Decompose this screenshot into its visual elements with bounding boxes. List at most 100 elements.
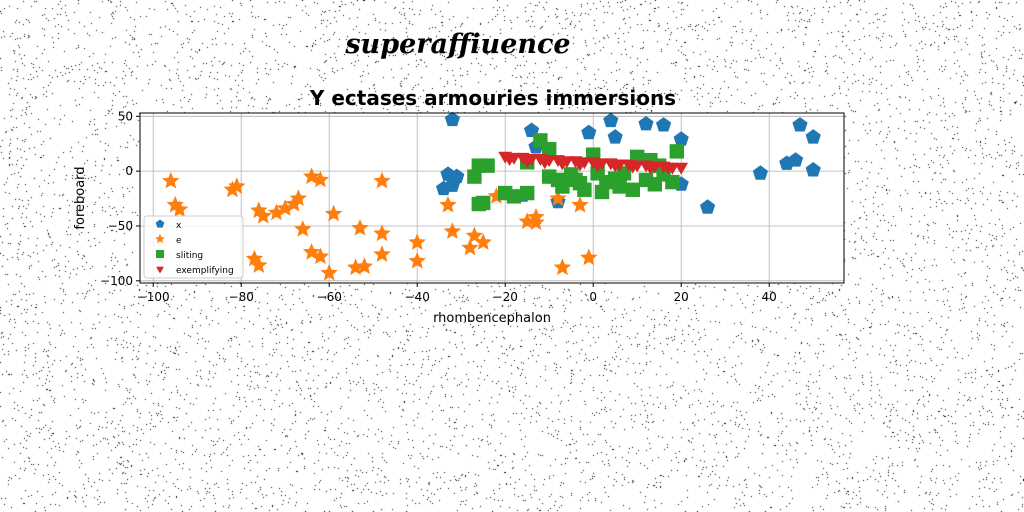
point-e xyxy=(311,247,330,265)
point-x xyxy=(603,112,619,128)
point-x xyxy=(638,116,654,131)
x-tick-label: 20 xyxy=(674,290,689,304)
legend-label-exemplifying: exemplifying xyxy=(176,266,234,276)
point-e xyxy=(373,245,391,262)
y-tick-label: −50 xyxy=(108,219,133,233)
x-tick-label: −40 xyxy=(405,290,430,304)
point-e xyxy=(518,212,536,229)
point-x xyxy=(673,131,689,146)
point-e xyxy=(580,248,598,266)
point-x xyxy=(444,111,460,127)
x-axis-label: rhombencephalon xyxy=(433,311,551,326)
point-sliting xyxy=(480,158,495,173)
point-e xyxy=(267,203,286,221)
point-e xyxy=(254,206,272,224)
point-e xyxy=(443,222,462,239)
point-e xyxy=(289,189,308,206)
point-sliting xyxy=(577,182,592,197)
chart-title: Y ectases armouries immersions xyxy=(309,86,676,110)
y-tick-label: 0 xyxy=(125,164,133,178)
point-exemplifying xyxy=(502,154,517,166)
legend-box xyxy=(143,215,244,279)
point-e xyxy=(311,170,330,188)
x-tick-label: −20 xyxy=(493,290,518,304)
point-e xyxy=(461,238,479,256)
point-exemplifying xyxy=(643,162,658,175)
legend-marker-sliting xyxy=(155,249,165,259)
point-e xyxy=(294,220,312,237)
plot-frame xyxy=(139,112,845,284)
point-sliting xyxy=(476,195,491,211)
point-e xyxy=(228,177,246,194)
point-sliting xyxy=(520,185,535,201)
data-marks xyxy=(162,111,821,281)
point-exemplifying xyxy=(674,162,689,175)
point-e xyxy=(571,195,589,213)
point-sliting xyxy=(669,144,684,159)
point-e xyxy=(320,263,338,281)
point-sliting xyxy=(506,189,522,204)
point-exemplifying xyxy=(520,156,535,169)
figure-suptitle: superaffiuence xyxy=(344,29,570,60)
point-sliting xyxy=(542,141,557,157)
legend-label-sliting: sliting xyxy=(176,251,203,261)
point-e xyxy=(553,258,572,276)
legend-marker-x xyxy=(155,219,165,228)
point-x xyxy=(700,199,716,214)
point-x xyxy=(656,117,672,132)
point-sliting xyxy=(665,174,680,190)
y-tick-label: −100 xyxy=(100,274,133,288)
point-exemplifying xyxy=(555,158,570,171)
legend-marker-exemplifying xyxy=(156,266,164,274)
point-exemplifying xyxy=(661,162,675,175)
point-exemplifying xyxy=(537,157,552,170)
point-e xyxy=(373,224,391,242)
point-sliting xyxy=(625,182,640,197)
point-x xyxy=(805,129,821,144)
point-x xyxy=(581,124,597,140)
point-x xyxy=(805,162,821,177)
point-e xyxy=(549,189,567,206)
point-exemplifying xyxy=(608,160,623,173)
legend-label-x: x xyxy=(176,221,182,231)
point-sliting xyxy=(612,179,627,194)
point-x xyxy=(792,117,808,132)
point-exemplifying xyxy=(625,161,640,174)
x-axis-ticks: −100 −80 −60 −40 −20 0 20 40 xyxy=(137,283,777,304)
legend: xe sliting exemplifying xyxy=(143,215,244,279)
point-e xyxy=(408,251,426,269)
y-axis-ticks: 50 0 −50 −100 xyxy=(100,109,140,288)
point-e xyxy=(276,199,294,216)
x-tick-label: 40 xyxy=(762,290,777,304)
point-e xyxy=(474,233,492,250)
point-x xyxy=(607,129,623,144)
point-e xyxy=(439,195,457,213)
point-e xyxy=(223,180,242,198)
point-e xyxy=(355,257,374,274)
y-axis-label: foreboard xyxy=(73,166,88,229)
legend-label-e: e xyxy=(176,236,182,246)
point-e xyxy=(373,171,391,189)
point-exemplifying xyxy=(573,159,587,172)
x-tick-label: −100 xyxy=(137,290,170,304)
point-e xyxy=(408,233,426,250)
point-e xyxy=(170,200,189,217)
point-x xyxy=(779,155,795,170)
legend-marker-e xyxy=(155,233,165,244)
point-sliting xyxy=(555,179,570,194)
point-e xyxy=(527,213,545,231)
point-e xyxy=(250,256,268,273)
x-tick-label: −60 xyxy=(317,290,342,304)
point-exemplifying xyxy=(590,160,605,173)
point-sliting xyxy=(542,169,557,184)
point-e xyxy=(351,219,369,236)
point-x xyxy=(752,165,768,180)
point-x xyxy=(444,177,460,192)
point-e xyxy=(324,204,343,222)
y-tick-label: 50 xyxy=(118,109,133,123)
point-e xyxy=(162,171,180,189)
plot-area xyxy=(140,113,844,283)
point-e xyxy=(465,226,484,244)
point-sliting xyxy=(467,169,482,184)
